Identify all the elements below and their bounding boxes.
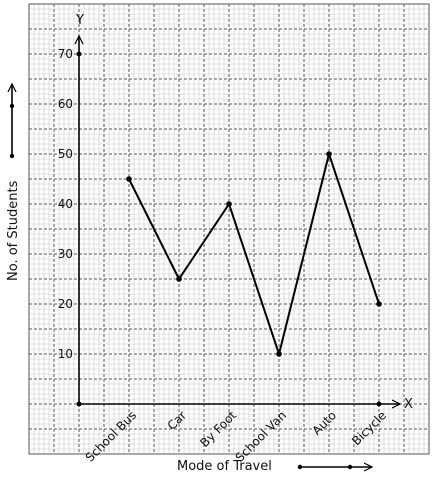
y-tick-label: 20 xyxy=(58,297,73,311)
grid-border xyxy=(28,3,430,455)
data-point xyxy=(276,351,282,357)
y-axis-top-dot xyxy=(76,51,82,57)
x-axis-title-group: Mode of Travel xyxy=(177,459,372,474)
y-axis-title: No. of Students xyxy=(6,180,21,281)
data-point xyxy=(326,151,332,157)
y-tick-label: 10 xyxy=(58,347,73,361)
axes: X Y xyxy=(75,13,413,412)
y-tick-label: 50 xyxy=(58,147,73,161)
origin-dot xyxy=(76,401,82,407)
y-direction-arrow-dot xyxy=(9,103,15,109)
x-direction-arrow-dot xyxy=(297,464,303,470)
y-tick-label: 70 xyxy=(58,47,73,61)
x-axis-letter: X xyxy=(404,397,413,412)
data-point xyxy=(376,301,382,307)
y-tick-label: 60 xyxy=(58,97,73,111)
y-direction-arrow-dot xyxy=(9,153,15,159)
y-tick-label: 30 xyxy=(58,247,73,261)
x-axis-end-dot xyxy=(376,401,382,407)
data-point xyxy=(226,201,232,207)
x-direction-arrow-dot xyxy=(347,464,353,470)
y-axis-letter: Y xyxy=(75,13,84,28)
series-line xyxy=(128,153,380,355)
y-tick-labels: 10 20 30 40 50 60 70 xyxy=(58,47,73,361)
series-no-of-students xyxy=(126,151,382,357)
grid-major xyxy=(28,3,430,455)
y-axis-title-group: No. of Students xyxy=(6,84,21,281)
data-point xyxy=(126,176,132,182)
y-tick-label: 40 xyxy=(58,197,73,211)
data-point xyxy=(176,276,182,282)
x-axis-title: Mode of Travel xyxy=(177,459,272,474)
